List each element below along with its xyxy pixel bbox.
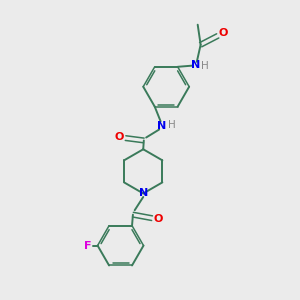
Text: H: H <box>168 120 176 130</box>
Text: H: H <box>201 61 208 71</box>
Text: O: O <box>218 28 227 38</box>
Text: O: O <box>115 132 124 142</box>
Text: N: N <box>139 188 148 198</box>
Text: N: N <box>191 60 200 70</box>
Text: O: O <box>153 214 163 224</box>
Text: N: N <box>157 121 166 131</box>
Text: F: F <box>84 241 92 250</box>
